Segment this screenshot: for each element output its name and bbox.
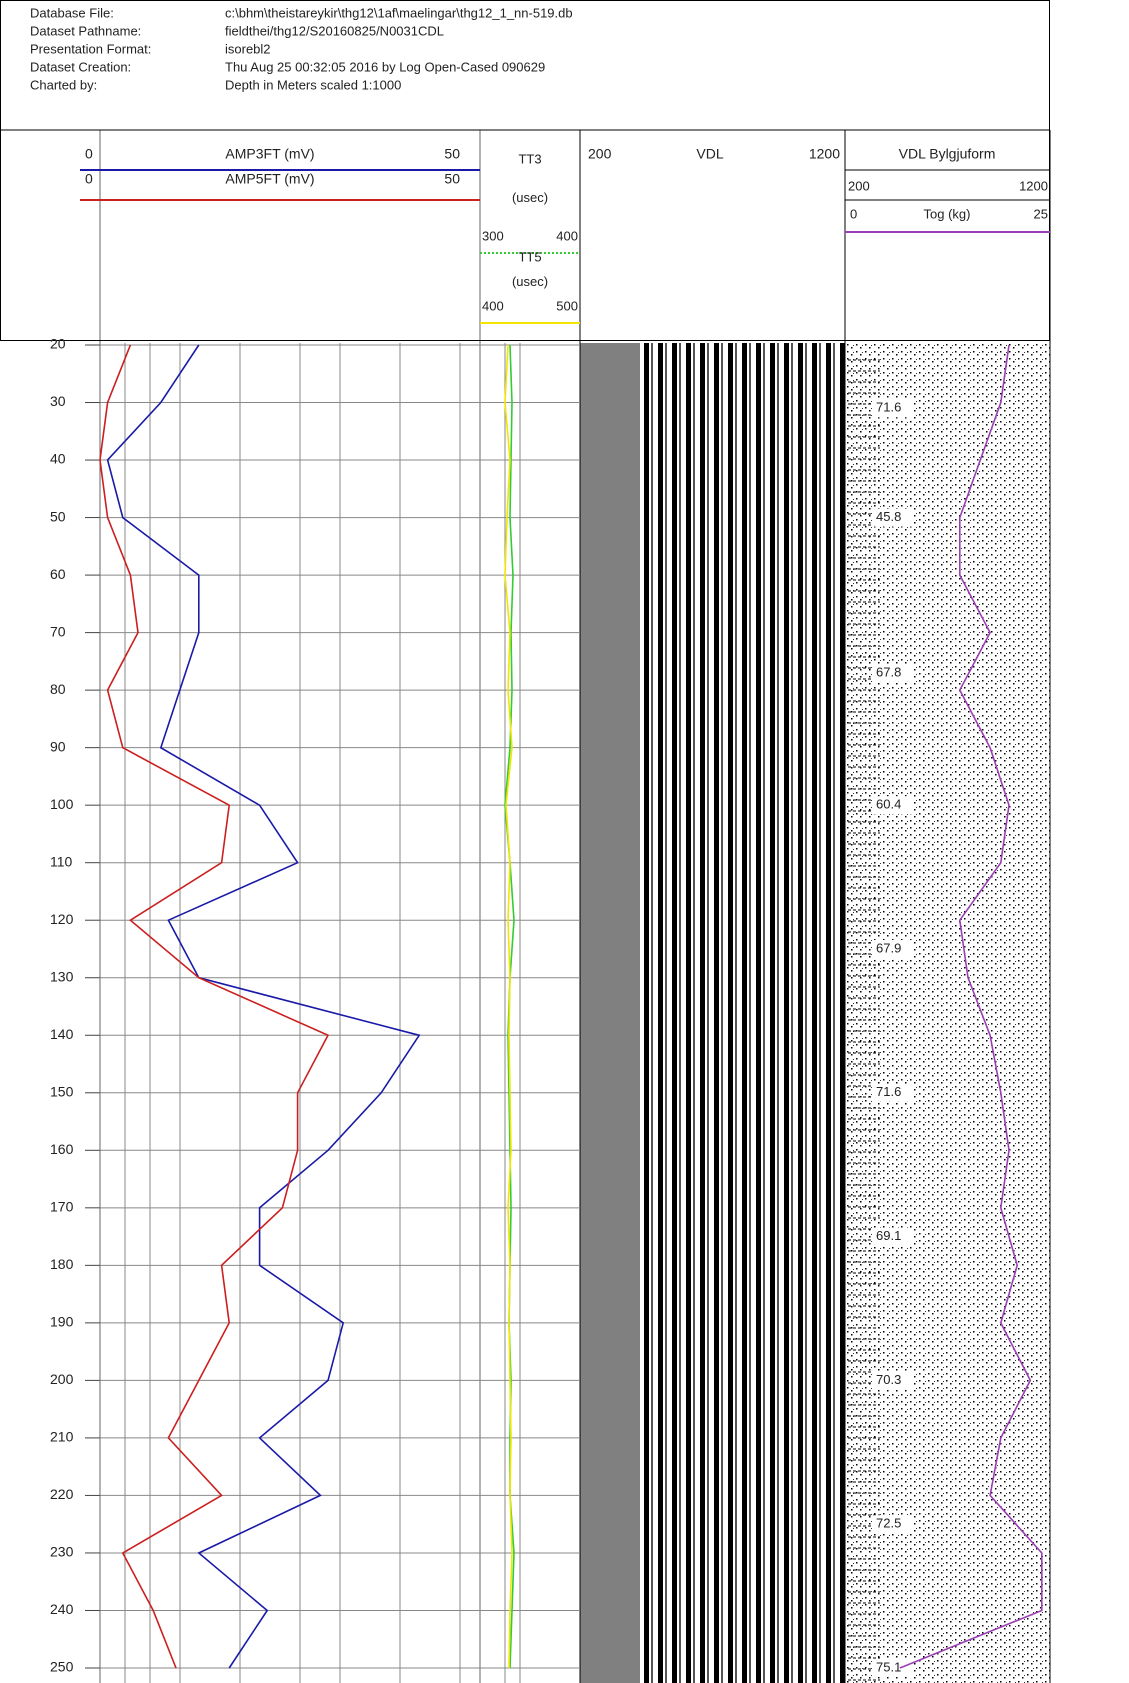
scale-max: 500 <box>556 298 578 313</box>
depth-label: 250 <box>50 1659 74 1675</box>
depth-label: 200 <box>50 1371 74 1387</box>
log-curve <box>899 344 1043 1669</box>
annotation-bg <box>872 1371 912 1390</box>
annotation: 69.1 <box>876 1228 901 1243</box>
header-label: Charted by: <box>30 77 97 92</box>
header-label: Database File: <box>30 5 114 20</box>
header-value: isorebl2 <box>225 41 271 56</box>
annotation: 71.6 <box>876 400 901 415</box>
scale-min: 400 <box>482 298 504 313</box>
scale-max: 50 <box>444 171 460 187</box>
depth-label: 140 <box>50 1026 74 1042</box>
depth-label: 60 <box>50 566 66 582</box>
depth-label: 240 <box>50 1601 74 1617</box>
scale-max: 400 <box>556 228 578 243</box>
header-value: Thu Aug 25 00:32:05 2016 by Log Open-Cas… <box>225 59 545 74</box>
log-curve <box>99 344 330 1669</box>
depth-label: 50 <box>50 508 66 524</box>
depth-label: 30 <box>50 393 66 409</box>
scale-max: 50 <box>444 146 460 162</box>
depth-label: 150 <box>50 1083 74 1099</box>
log-curve <box>504 344 513 1669</box>
vdl-shade <box>580 343 640 1683</box>
annotation-bg <box>872 796 912 815</box>
annotation: 60.4 <box>876 797 901 812</box>
annotation-bg <box>872 1515 912 1534</box>
scale-max: 25 <box>1034 206 1048 221</box>
series-name: AMP3FT (mV) <box>225 146 314 162</box>
depth-label: 170 <box>50 1199 74 1215</box>
annotation-bg <box>872 399 912 418</box>
depth-label: 180 <box>50 1256 74 1272</box>
series-name: TT5 <box>518 249 541 264</box>
series-unit: (usec) <box>512 190 548 205</box>
header-value: fieldthei/thg12/S20160825/N0031CDL <box>225 23 444 38</box>
series-name: TT3 <box>518 151 541 166</box>
scale-min: 0 <box>85 146 93 162</box>
header-label: Presentation Format: <box>30 41 151 56</box>
depth-label: 190 <box>50 1314 74 1330</box>
depth-label: 230 <box>50 1544 74 1560</box>
depth-label: 110 <box>50 853 73 869</box>
depth-label: 70 <box>50 623 66 639</box>
depth-label: 100 <box>50 796 74 812</box>
annotation-bg <box>872 1083 912 1102</box>
header-label: Dataset Pathname: <box>30 23 141 38</box>
log-curve <box>106 344 421 1669</box>
depth-label: 90 <box>50 738 66 754</box>
series-name: Tog (kg) <box>924 206 971 221</box>
track-name: VDL Bylgjuform <box>899 146 996 162</box>
scale-max: 1200 <box>1019 178 1048 193</box>
series-unit: (usec) <box>512 274 548 289</box>
vdl-image <box>640 343 845 1683</box>
scale-min: 200 <box>588 146 612 162</box>
depth-label: 160 <box>50 1141 74 1157</box>
series-name: AMP5FT (mV) <box>225 171 314 187</box>
annotation: 67.8 <box>876 664 901 679</box>
annotation: 71.6 <box>876 1084 901 1099</box>
scale-min: 0 <box>850 206 857 221</box>
header-label: Dataset Creation: <box>30 59 131 74</box>
annotation-bg <box>872 939 912 958</box>
annotation: 67.9 <box>876 940 901 955</box>
scale-min: 200 <box>848 178 870 193</box>
header-value: c:\bhm\theistareykir\thg12\1af\maelingar… <box>225 5 573 20</box>
depth-label: 120 <box>50 911 74 927</box>
header-value: Depth in Meters scaled 1:1000 <box>225 77 401 92</box>
annotation: 72.5 <box>876 1516 901 1531</box>
depth-label: 130 <box>50 968 74 984</box>
scale-max: 1200 <box>809 146 840 162</box>
depth-label: 40 <box>50 451 66 467</box>
annotation-bg <box>872 1659 912 1677</box>
scale-min: 300 <box>482 228 504 243</box>
depth-label: 80 <box>50 681 66 697</box>
annotation-bg <box>872 1227 912 1246</box>
annotation: 75.1 <box>876 1659 901 1674</box>
track-name: VDL <box>696 146 723 162</box>
annotation: 45.8 <box>876 509 901 524</box>
scale-min: 0 <box>85 171 93 187</box>
annotation-bg <box>872 508 912 527</box>
depth-label: 210 <box>50 1429 74 1445</box>
annotation: 70.3 <box>876 1372 901 1387</box>
depth-label: 220 <box>50 1486 74 1502</box>
annotation-bg <box>872 663 912 682</box>
depth-label: 20 <box>50 336 66 352</box>
